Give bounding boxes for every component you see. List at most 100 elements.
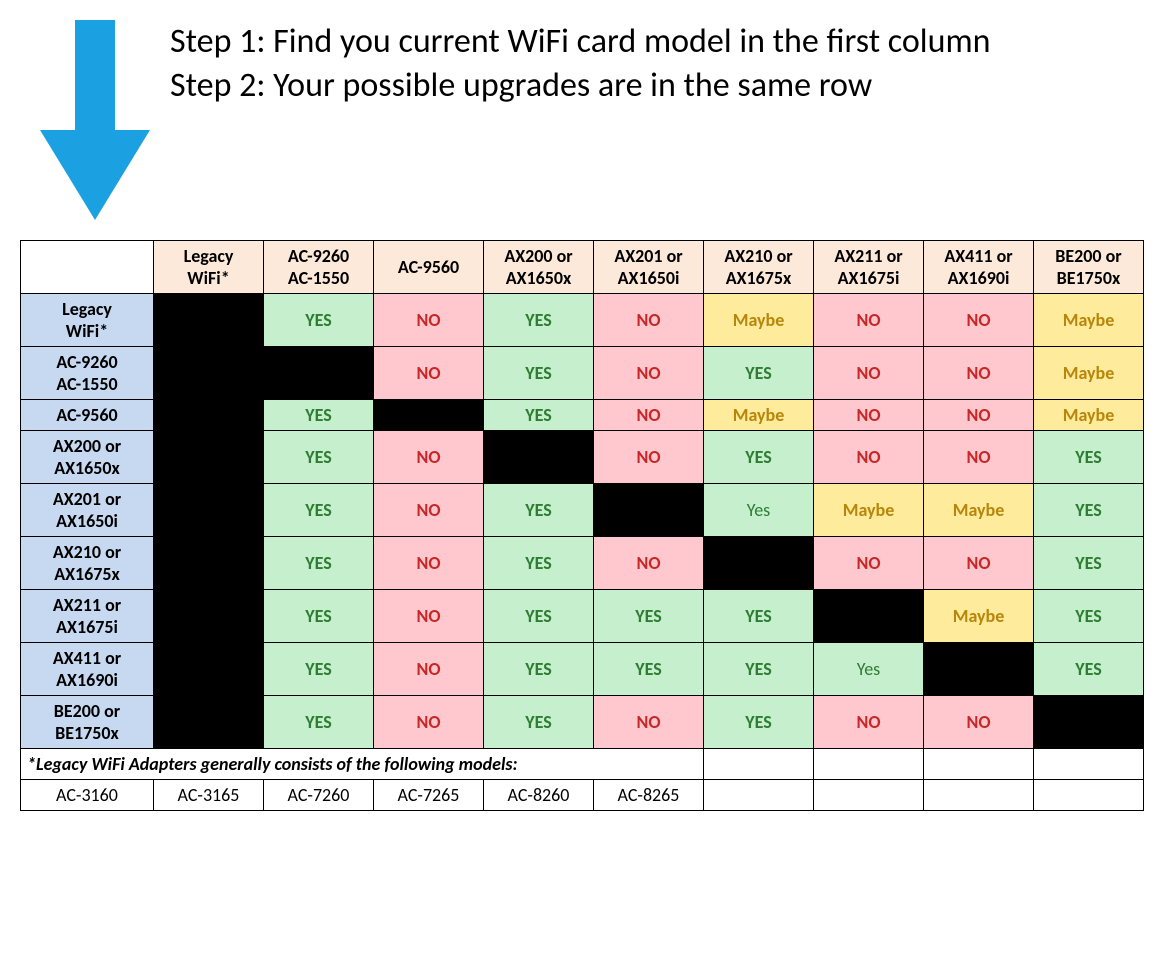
row-header: AX411 orAX1690i <box>21 643 154 696</box>
empty-cell <box>814 780 924 811</box>
steps-text: Step 1: Find you current WiFi card model… <box>170 20 991 108</box>
compatibility-table: LegacyWiFi*AC-9260AC-1550AC-9560AX200 or… <box>20 240 1144 811</box>
empty-cell <box>1034 780 1144 811</box>
table-cell: YES <box>1034 431 1144 484</box>
table-cell: YES <box>484 643 594 696</box>
table-row: BE200 orBE1750xYESNOYESNOYESNONO <box>21 696 1144 749</box>
row-header: BE200 orBE1750x <box>21 696 154 749</box>
table-cell: Maybe <box>924 484 1034 537</box>
down-arrow-icon <box>40 20 150 220</box>
row-header: AX210 orAX1675x <box>21 537 154 590</box>
table-cell: NO <box>374 696 484 749</box>
table-cell: NO <box>924 294 1034 347</box>
table-cell: YES <box>484 400 594 431</box>
table-cell: NO <box>374 347 484 400</box>
table-cell <box>814 590 924 643</box>
table-cell: Maybe <box>1034 400 1144 431</box>
table-cell: YES <box>264 696 374 749</box>
step-2-text: Step 2: Your possible upgrades are in th… <box>170 64 991 108</box>
table-cell: YES <box>704 431 814 484</box>
table-body: LegacyWiFi*YESNOYESNOMaybeNONOMaybeAC-92… <box>21 294 1144 811</box>
table-row: AC-9260AC-1550NOYESNOYESNONOMaybe <box>21 347 1144 400</box>
table-cell: NO <box>374 643 484 696</box>
col-header: AX210 orAX1675x <box>704 241 814 294</box>
table-cell: NO <box>924 400 1034 431</box>
table-cell: NO <box>924 537 1034 590</box>
row-header: LegacyWiFi* <box>21 294 154 347</box>
table-cell: Yes <box>704 484 814 537</box>
table-row: AX211 orAX1675iYESNOYESYESYESMaybeYES <box>21 590 1144 643</box>
table-cell: NO <box>924 696 1034 749</box>
table-cell: YES <box>484 590 594 643</box>
table-cell <box>154 537 264 590</box>
legacy-model-cell: AC-3165 <box>154 780 264 811</box>
table-cell <box>154 484 264 537</box>
table-cell: YES <box>1034 590 1144 643</box>
table-cell: NO <box>594 696 704 749</box>
table-cell: YES <box>704 590 814 643</box>
table-cell: NO <box>594 400 704 431</box>
footnote-text: *Legacy WiFi Adapters generally consists… <box>21 749 704 780</box>
table-cell: YES <box>264 643 374 696</box>
table-cell <box>1034 696 1144 749</box>
row-header: AX201 orAX1650i <box>21 484 154 537</box>
table-cell: NO <box>594 431 704 484</box>
col-header: BE200 orBE1750x <box>1034 241 1144 294</box>
row-header: AC-9260AC-1550 <box>21 347 154 400</box>
table-cell: NO <box>374 537 484 590</box>
table-cell: NO <box>594 537 704 590</box>
table-cell: YES <box>704 643 814 696</box>
table-cell: YES <box>264 400 374 431</box>
table-cell: YES <box>594 643 704 696</box>
table-cell <box>154 294 264 347</box>
table-cell: Maybe <box>1034 347 1144 400</box>
table-cell: Maybe <box>814 484 924 537</box>
col-header: AX201 orAX1650i <box>594 241 704 294</box>
table-cell: YES <box>264 294 374 347</box>
table-cell: Maybe <box>704 294 814 347</box>
table-row: AX200 orAX1650xYESNONOYESNONOYES <box>21 431 1144 484</box>
table-cell: YES <box>264 484 374 537</box>
table-cell: NO <box>814 537 924 590</box>
empty-cell <box>924 780 1034 811</box>
table-cell <box>484 431 594 484</box>
table-cell: NO <box>374 294 484 347</box>
table-row: AX411 orAX1690iYESNOYESYESYESYesYES <box>21 643 1144 696</box>
table-cell: NO <box>924 347 1034 400</box>
table-cell <box>154 696 264 749</box>
table-cell <box>264 347 374 400</box>
legacy-models-row: AC-3160AC-3165AC-7260AC-7265AC-8260AC-82… <box>21 780 1144 811</box>
table-cell: YES <box>594 590 704 643</box>
empty-cell <box>1034 749 1144 780</box>
table-cell: Maybe <box>1034 294 1144 347</box>
legacy-model-cell: AC-3160 <box>21 780 154 811</box>
table-cell <box>924 643 1034 696</box>
table-cell: YES <box>1034 537 1144 590</box>
table-cell: NO <box>374 431 484 484</box>
table-cell <box>154 643 264 696</box>
empty-cell <box>814 749 924 780</box>
legacy-model-cell: AC-8260 <box>484 780 594 811</box>
table-cell: Yes <box>814 643 924 696</box>
legacy-model-cell: AC-7260 <box>264 780 374 811</box>
table-cell: NO <box>814 696 924 749</box>
table-cell: NO <box>814 400 924 431</box>
table-row: AX210 orAX1675xYESNOYESNONONOYES <box>21 537 1144 590</box>
row-header: AX200 orAX1650x <box>21 431 154 484</box>
table-row: LegacyWiFi*YESNOYESNOMaybeNONOMaybe <box>21 294 1144 347</box>
table-cell <box>154 347 264 400</box>
table-cell: NO <box>594 347 704 400</box>
legacy-model-cell: AC-8265 <box>594 780 704 811</box>
table-row: AX201 orAX1650iYESNOYESYesMaybeMaybeYES <box>21 484 1144 537</box>
table-cell: NO <box>814 294 924 347</box>
col-header <box>21 241 154 294</box>
footnote-row: *Legacy WiFi Adapters generally consists… <box>21 749 1144 780</box>
step-1-text: Step 1: Find you current WiFi card model… <box>170 20 991 64</box>
table-cell <box>594 484 704 537</box>
table-cell: YES <box>1034 484 1144 537</box>
table-cell: YES <box>704 696 814 749</box>
table-cell: YES <box>484 347 594 400</box>
table-cell: YES <box>484 294 594 347</box>
table-cell: Maybe <box>704 400 814 431</box>
table-cell <box>154 400 264 431</box>
